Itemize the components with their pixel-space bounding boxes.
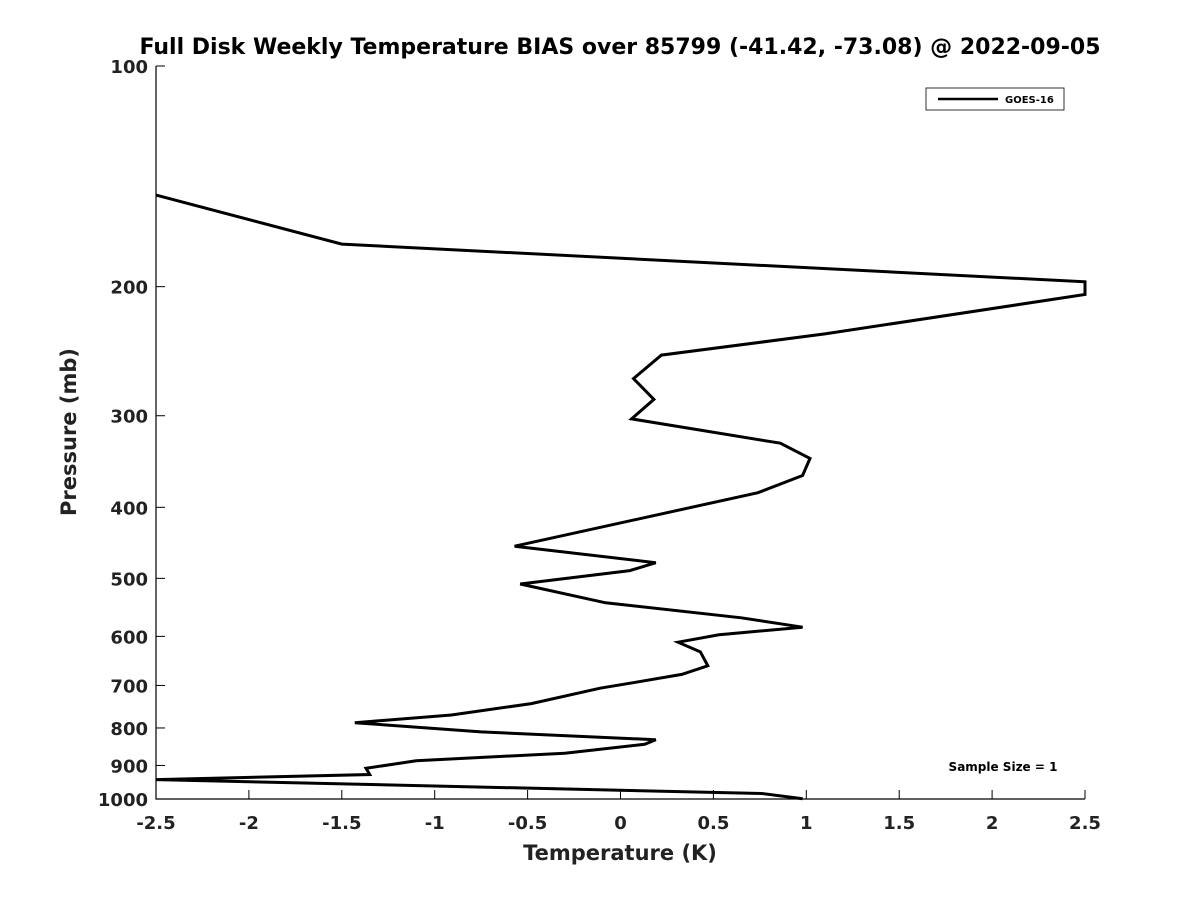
chart-title: Full Disk Weekly Temperature BIAS over 8… [139,35,1100,60]
y-axis-label: Pressure (mb) [57,348,81,516]
y-tick-label: 900 [110,756,148,777]
y-axis-ticks: 100 200 300 400 500 600 700 800 900 1000 [98,57,165,811]
y-tick-label: 800 [110,719,148,740]
y-tick-label: 100 [110,57,148,78]
legend: GOES-16 [925,87,1065,111]
x-tick-label: -2.5 [136,813,175,834]
plot-area: -2.5 -2 -1.5 -1 -0.5 0 0.5 1 1.5 2 2.5 100 200 300 40… [98,57,1101,834]
y-tick-label: 400 [110,498,148,519]
series-layer [155,193,1087,801]
y-tick-label: 1000 [98,790,148,811]
x-tick-label: -2 [239,813,259,834]
sample-size-note: Sample Size = 1 [949,760,1058,774]
x-tick-label: -0.5 [508,813,547,834]
y-tick-label: 300 [110,407,148,428]
y-tick-label: 600 [110,627,148,648]
x-tick-label: 1.5 [883,813,915,834]
axis-frame [155,66,1085,800]
y-tick-label: 200 [110,278,148,299]
y-tick-label: 500 [110,569,148,590]
x-tick-label: 0.5 [697,813,729,834]
x-tick-label: 1 [800,813,813,834]
x-axis-ticks: -2.5 -2 -1.5 -1 -0.5 0 0.5 1 1.5 2 2.5 [136,790,1101,834]
x-tick-label: 2 [986,813,999,834]
x-tick-label: -1 [425,813,445,834]
y-tick-label: 700 [110,676,148,697]
x-tick-label: 0 [614,813,627,834]
legend-entry-goes-16: GOES-16 [1005,95,1054,106]
x-axis-label: Temperature (K) [523,841,717,865]
series-line-goes-16 [155,193,1087,801]
x-tick-label: 2.5 [1069,813,1101,834]
x-tick-label: -1.5 [322,813,361,834]
